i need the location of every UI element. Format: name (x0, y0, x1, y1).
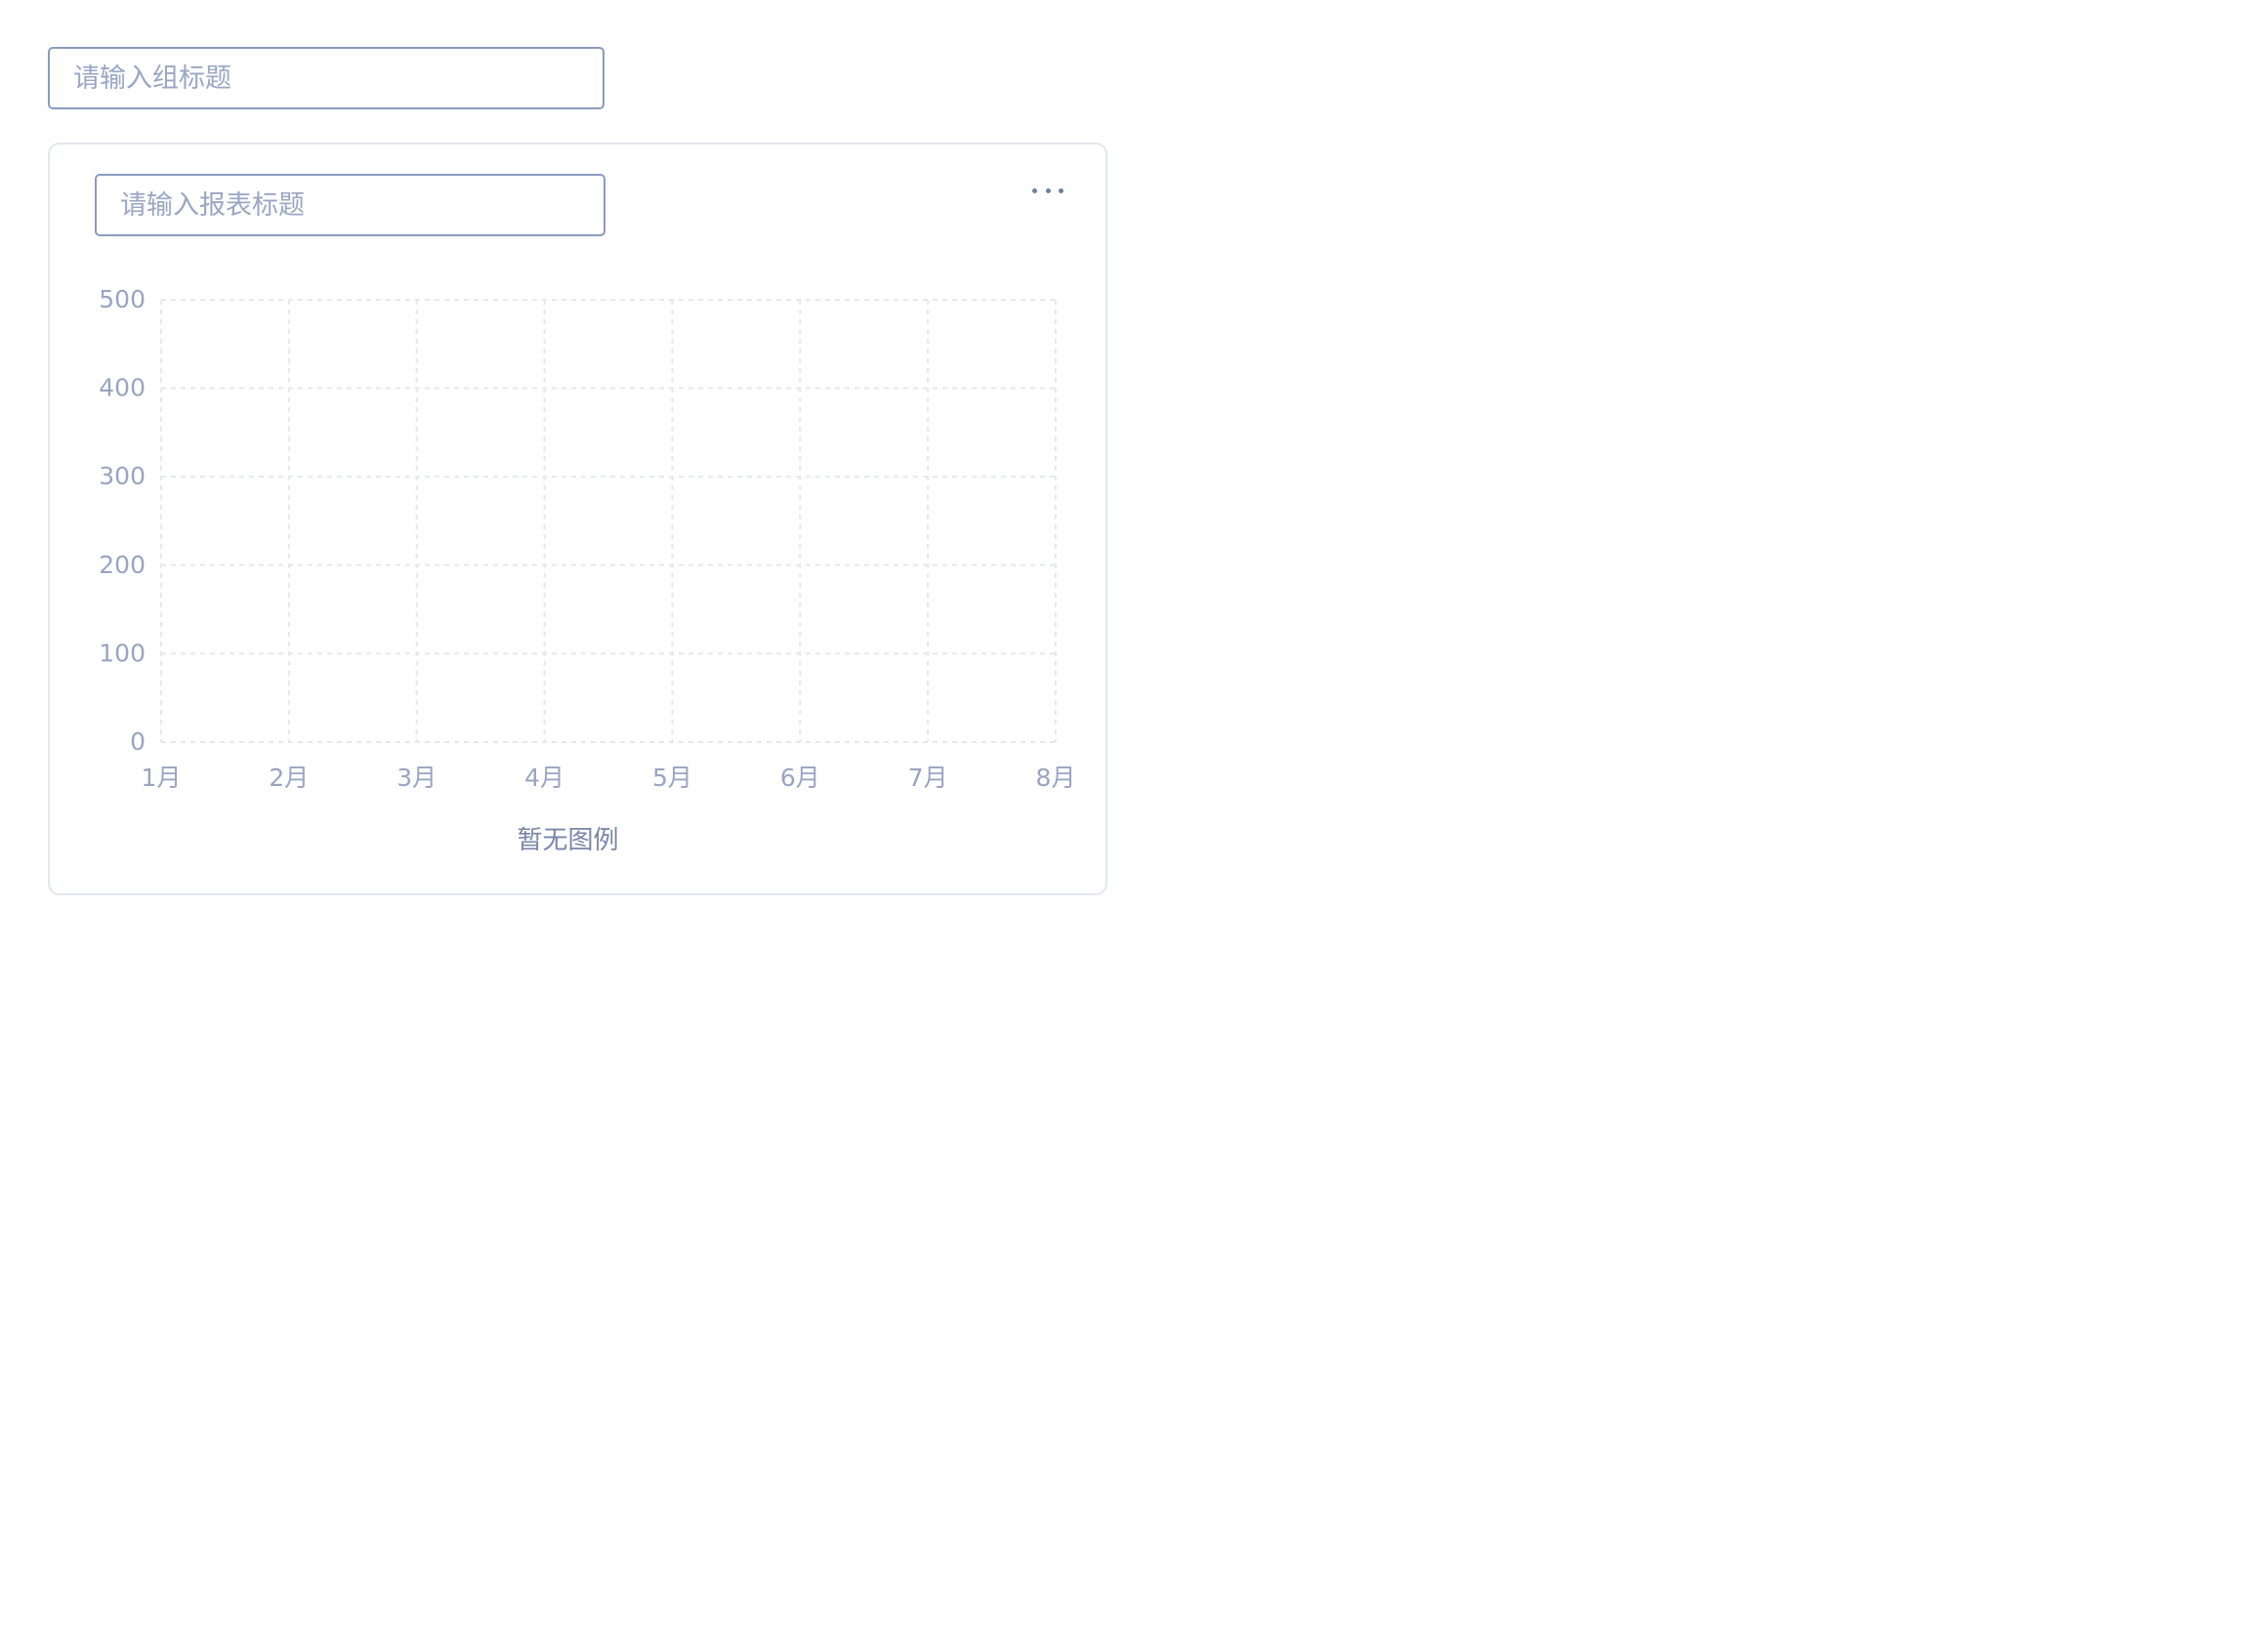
y-tick-label: 400 (99, 374, 146, 402)
y-tick-label: 500 (99, 285, 146, 313)
x-tick-label: 5月 (652, 764, 692, 792)
legend-empty-text: 暂无图例 (517, 826, 619, 855)
x-tick-label: 3月 (396, 764, 437, 792)
group-title-input[interactable] (48, 47, 604, 109)
x-tick-label: 6月 (780, 764, 820, 792)
y-tick-label: 100 (99, 639, 146, 667)
x-tick-label: 7月 (908, 764, 948, 792)
report-title-input[interactable] (95, 174, 605, 236)
y-tick-label: 0 (130, 727, 146, 756)
x-axis: 1月 2月 3月 4月 5月 6月 7月 8月 (142, 764, 1076, 792)
more-horizontal-icon-dot (1059, 187, 1063, 193)
more-options-button[interactable] (1026, 174, 1069, 207)
x-tick-label: 4月 (524, 764, 564, 792)
y-tick-label: 300 (99, 462, 146, 490)
more-horizontal-icon (1032, 187, 1037, 193)
chart: 0 100 200 300 400 500 1月 2月 3月 4月 5月 6月 7月 8月 (99, 285, 1076, 792)
x-tick-label: 2月 (269, 764, 309, 792)
more-horizontal-icon-dot (1045, 187, 1051, 193)
x-tick-label: 8月 (1036, 764, 1076, 792)
chart-grid (160, 299, 1057, 743)
report-card: 0 100 200 300 400 500 1月 2月 3月 4月 5月 6月 7月 8月 暂无图例 (48, 143, 1107, 895)
y-axis: 0 100 200 300 400 500 (99, 285, 146, 756)
y-tick-label: 200 (99, 551, 146, 579)
x-tick-label: 1月 (142, 764, 182, 792)
